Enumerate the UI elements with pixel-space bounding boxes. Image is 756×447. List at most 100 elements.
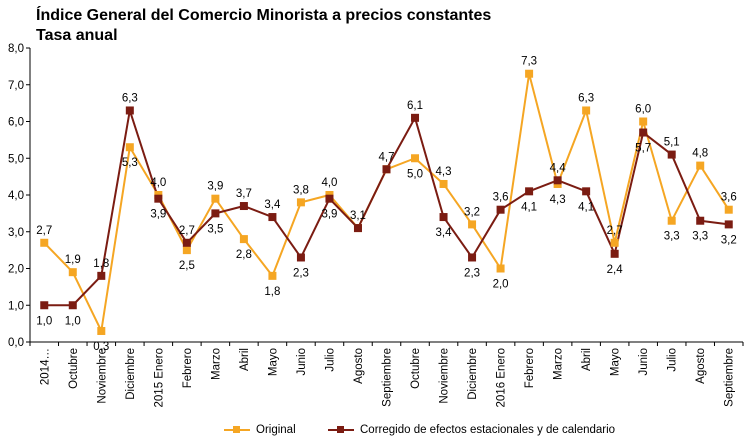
data-label-original: 3,9 xyxy=(207,181,223,193)
data-point-original xyxy=(97,326,106,335)
data-point-corregido xyxy=(639,128,648,137)
data-label-corregido: 3,5 xyxy=(207,223,223,235)
data-label-original: 2,0 xyxy=(493,279,509,291)
data-label-original: 2,7 xyxy=(36,225,52,237)
x-tick-label: Diciembre xyxy=(467,348,479,400)
data-point-corregido xyxy=(68,301,77,310)
y-tick-label: 1,0 xyxy=(8,300,24,312)
y-tick-label: 0,0 xyxy=(8,337,24,349)
data-point-corregido xyxy=(696,216,705,225)
data-label-corregido: 6,3 xyxy=(122,92,138,104)
data-point-corregido xyxy=(496,205,505,214)
x-tick-label: Mayo xyxy=(610,348,622,376)
data-point-corregido xyxy=(325,194,334,203)
data-point-corregido xyxy=(296,253,305,262)
data-point-original xyxy=(496,264,505,273)
x-tick-label: Diciembre xyxy=(125,348,137,400)
data-label-original: 3,6 xyxy=(721,192,737,204)
data-label-corregido: 2,3 xyxy=(293,267,309,279)
data-point-corregido xyxy=(125,106,134,115)
data-point-corregido xyxy=(154,194,163,203)
data-point-corregido xyxy=(525,187,534,196)
x-tick-label: Agosto xyxy=(353,348,365,384)
data-label-corregido: 5,1 xyxy=(664,137,680,149)
data-point-original xyxy=(439,179,448,188)
data-point-corregido xyxy=(382,165,391,174)
x-tick-label: Junio xyxy=(638,348,650,376)
data-label-original: 2,7 xyxy=(607,225,623,237)
data-label-corregido: 1,0 xyxy=(65,315,81,327)
data-point-original xyxy=(411,154,420,163)
data-label-corregido: 3,6 xyxy=(493,192,509,204)
data-label-corregido: 2,7 xyxy=(179,225,195,237)
data-label-original: 4,3 xyxy=(550,194,566,206)
y-tick-label: 3,0 xyxy=(8,227,24,239)
data-label-original: 6,3 xyxy=(578,92,594,104)
data-point-original xyxy=(667,216,676,225)
x-tick-label: Junio xyxy=(296,348,308,376)
x-tick-label: Marzo xyxy=(210,348,222,380)
data-point-corregido xyxy=(468,253,477,262)
y-tick-label: 5,0 xyxy=(8,153,24,165)
x-tick-label: Octubre xyxy=(68,348,80,389)
data-label-original: 4,0 xyxy=(150,177,166,189)
y-tick-label: 2,0 xyxy=(8,264,24,276)
data-point-corregido xyxy=(582,187,591,196)
data-point-original xyxy=(125,143,134,152)
data-point-original xyxy=(610,238,619,247)
legend-item-original: Original xyxy=(224,424,296,436)
x-tick-label: Julio xyxy=(667,348,679,372)
data-label-corregido: 5,7 xyxy=(635,143,651,155)
data-label-original: 3,8 xyxy=(293,184,309,196)
data-label-original: 2,5 xyxy=(179,260,195,272)
data-point-original xyxy=(696,161,705,170)
data-point-corregido xyxy=(97,271,106,280)
data-label-corregido: 3,4 xyxy=(436,227,453,239)
x-tick-label: Noviembre xyxy=(439,348,451,404)
data-point-original xyxy=(211,194,220,203)
data-label-original: 4,8 xyxy=(692,148,708,160)
data-point-corregido xyxy=(553,176,562,185)
data-point-original xyxy=(239,235,248,244)
data-point-corregido xyxy=(268,213,277,222)
y-tick-label: 7,0 xyxy=(8,80,24,92)
data-point-corregido xyxy=(353,224,362,233)
data-point-corregido xyxy=(239,202,248,211)
data-point-original xyxy=(40,238,49,247)
x-tick-label: 2015 Enero xyxy=(153,348,165,407)
x-tick-label: Agosto xyxy=(695,348,707,384)
data-label-corregido: 3,4 xyxy=(264,199,281,211)
x-tick-label: Febrero xyxy=(524,348,536,388)
data-point-corregido xyxy=(40,301,49,310)
y-tick-label: 8,0 xyxy=(8,43,24,55)
x-tick-label: Julio xyxy=(324,348,336,372)
data-point-corregido xyxy=(610,249,619,258)
data-label-original: 1,8 xyxy=(264,286,280,298)
data-point-corregido xyxy=(211,209,220,218)
x-tick-label: Septiembre xyxy=(724,348,736,407)
data-label-corregido: 1,8 xyxy=(93,258,109,270)
data-label-original: 2,8 xyxy=(236,249,252,261)
x-tick-label: 2014… xyxy=(39,348,51,385)
data-label-original: 1,9 xyxy=(65,254,81,266)
data-label-original: 5,3 xyxy=(122,157,138,169)
chart-subtitle: Tasa anual xyxy=(36,27,118,44)
data-point-original xyxy=(582,106,591,115)
data-label-original: 4,3 xyxy=(436,166,452,178)
data-label-corregido: 2,3 xyxy=(464,267,480,279)
data-point-corregido xyxy=(667,150,676,159)
data-label-corregido: 6,1 xyxy=(407,100,423,112)
x-tick-label: 2016 Enero xyxy=(496,348,508,407)
data-label-corregido: 1,0 xyxy=(36,315,52,327)
chart-title: Índice General del Comercio Minorista a … xyxy=(36,7,492,24)
legend-swatch-original xyxy=(224,425,250,435)
x-tick-label: Noviembre xyxy=(96,348,108,404)
legend-swatch-corregido xyxy=(328,425,354,435)
data-label-corregido: 4,1 xyxy=(578,201,594,213)
series-line-corregido xyxy=(44,109,729,307)
data-label-corregido: 3,9 xyxy=(150,209,166,221)
data-label-corregido: 2,4 xyxy=(607,264,624,276)
data-point-original xyxy=(68,268,77,277)
x-tick-label: Mayo xyxy=(267,348,279,376)
